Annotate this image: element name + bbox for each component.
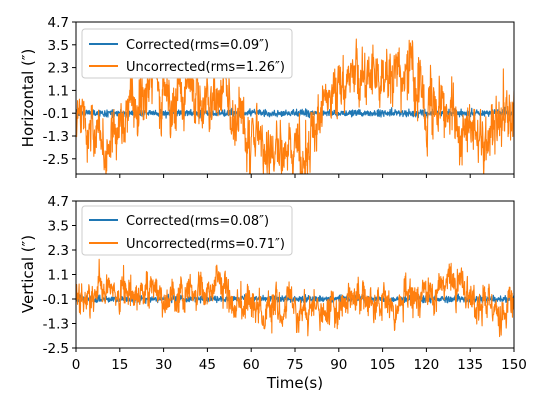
x-tick-label: 150 (501, 357, 527, 373)
horizontal-y-tick-label: 4.7 (48, 15, 69, 31)
x-axis-label: Time(s) (266, 374, 323, 392)
horizontal-legend: Corrected(rms=0.09″) Uncorrected(rms=1.2… (81, 28, 293, 79)
horizontal-legend-label-corrected: Corrected(rms=0.09″) (126, 38, 269, 53)
x-tick-label: 135 (457, 357, 483, 373)
vertical-y-tick-label: -2.5 (43, 341, 69, 357)
horizontal-y-tick-label: 2.3 (48, 61, 69, 77)
vertical-y-tick-label: 4.7 (48, 194, 69, 210)
x-tick-label: 105 (370, 357, 396, 373)
horizontal-y-tick-label: -0.1 (43, 106, 69, 122)
vertical-legend: Corrected(rms=0.08″) Uncorrected(rms=0.7… (81, 205, 293, 256)
vertical-y-tick-label: 1.1 (48, 268, 69, 284)
horizontal-series-lines (76, 38, 514, 174)
x-tick-label: 60 (243, 357, 260, 373)
horizontal-y-axis-label: Horizontal (″) (19, 49, 37, 148)
vertical-legend-label-corrected: Corrected(rms=0.08″) (126, 214, 269, 229)
x-tick-label: 90 (330, 357, 347, 373)
vertical-y-ticks: 4.7 3.5 2.3 1.1 -0.1 -1.3 -2.5 (43, 194, 515, 357)
vertical-y-tick-label: -1.3 (43, 317, 69, 333)
horizontal-y-tick-label: 1.1 (48, 83, 69, 99)
vertical-panel: 4.7 3.5 2.3 1.1 -0.1 -1.3 -2.5 Vertical (″) Co… (19, 194, 515, 357)
horizontal-y-tick-label: -1.3 (43, 129, 69, 145)
x-tick-label: 45 (199, 357, 216, 373)
horizontal-y-tick-label: 3.5 (48, 38, 69, 54)
vertical-legend-box (81, 205, 293, 256)
x-axis-ticks: 0 15 30 45 60 75 90 105 120 135 150 (72, 357, 527, 373)
vertical-y-tick-label: -0.1 (43, 292, 69, 308)
vertical-series-lines (76, 258, 514, 338)
x-tick-label: 120 (414, 357, 440, 373)
vertical-y-tick-label: 3.5 (48, 219, 69, 235)
horizontal-y-ticks: 4.7 3.5 2.3 1.1 -0.1 -1.3 -2.5 (43, 15, 515, 178)
horizontal-series-uncorrected-line (76, 38, 514, 174)
horizontal-series-corrected-line (76, 106, 514, 120)
horizontal-panel: 4.73.52.31.1-0.1-1.3-2.5 Horizontal (″) … (19, 15, 515, 178)
horizontal-y-tick-label: -2.5 (43, 152, 69, 168)
vertical-y-tick-label: 2.3 (48, 243, 69, 259)
x-tick-label: 75 (286, 357, 303, 373)
x-tick-label: 15 (111, 357, 128, 373)
horizontal-legend-box (81, 28, 293, 79)
x-tick-label: 0 (72, 357, 81, 373)
vertical-y-axis-label: Vertical (″) (19, 235, 37, 313)
vertical-legend-label-uncorrected: Uncorrected(rms=0.71″) (126, 237, 285, 252)
x-tick-label: 30 (155, 357, 172, 373)
horizontal-legend-label-uncorrected: Uncorrected(rms=1.26″) (126, 60, 285, 75)
vertical-series-uncorrected-line (76, 258, 514, 338)
